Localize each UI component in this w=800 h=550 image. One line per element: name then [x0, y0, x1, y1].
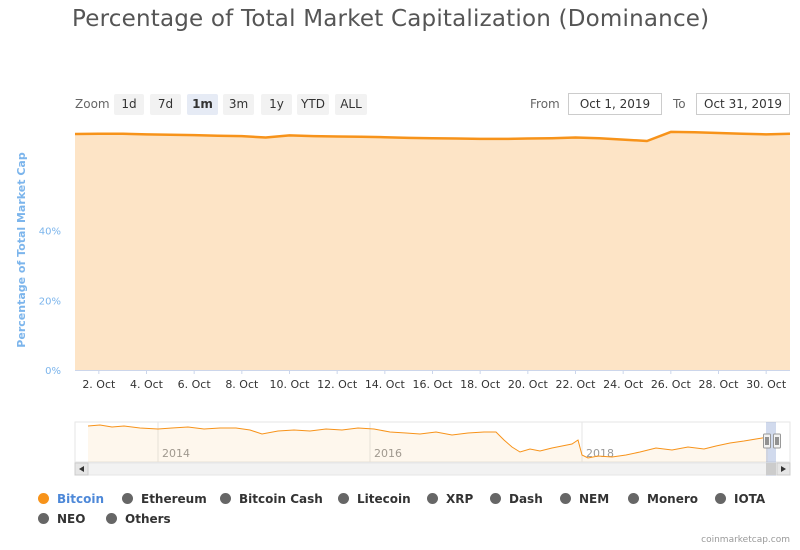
x-tick-label: 30. Oct — [746, 378, 787, 391]
x-tick-label: 28. Oct — [698, 378, 739, 391]
navigator-tick-label: 2016 — [374, 447, 402, 460]
legend-label: Bitcoin Cash — [239, 492, 323, 506]
navigator-handle-left[interactable] — [763, 433, 771, 449]
legend-marker-icon — [38, 513, 49, 524]
legend-item-ethereum[interactable]: Ethereum — [122, 491, 207, 507]
zoom-label: Zoom — [75, 97, 110, 111]
legend-item-others[interactable]: Others — [106, 511, 171, 527]
bitcoin-line — [74, 130, 791, 143]
y-axis-title: Percentage of Total Market Cap — [15, 152, 28, 348]
legend-marker-icon — [220, 493, 231, 504]
navigator-selection — [766, 422, 776, 476]
zoom-button-1y[interactable]: 1y — [261, 94, 292, 115]
x-tick-label: 18. Oct — [460, 378, 501, 391]
x-tick-label: 10. Oct — [269, 378, 310, 391]
to-label: To — [673, 97, 686, 111]
zoom-button-ytd[interactable]: YTD — [297, 94, 329, 115]
legend-label: Litecoin — [357, 492, 411, 506]
legend-marker-icon — [427, 493, 438, 504]
legend-marker-icon — [490, 493, 501, 504]
from-date-input[interactable] — [568, 93, 662, 115]
legend-item-litecoin[interactable]: Litecoin — [338, 491, 411, 507]
legend-item-bitcoin[interactable]: Bitcoin — [38, 491, 104, 507]
from-label: From — [530, 97, 560, 111]
legend-label: NEO — [57, 512, 86, 526]
to-date-input[interactable] — [696, 93, 790, 115]
navigator-line — [87, 424, 769, 459]
legend-label: XRP — [446, 492, 474, 506]
zoom-button-7d[interactable]: 7d — [150, 94, 181, 115]
legend-marker-icon — [715, 493, 726, 504]
dominance-chart: 0% 20% 40% Percentage of Total Market Cap 2.… — [15, 130, 791, 476]
y-tick-label: 20% — [39, 296, 61, 307]
x-tick-label: 22. Oct — [555, 378, 596, 391]
navigator-area — [88, 425, 768, 462]
navigator-handle-right[interactable] — [773, 433, 781, 449]
scroll-left-arrow-icon — [79, 466, 84, 472]
zoom-button-1d[interactable]: 1d — [114, 94, 144, 115]
x-tick-label: 16. Oct — [412, 378, 453, 391]
x-tick-label: 26. Oct — [651, 378, 692, 391]
legend-marker-icon — [338, 493, 349, 504]
chart-title: Percentage of Total Market Capitalizatio… — [72, 6, 710, 32]
legend-item-bitcoin-cash[interactable]: Bitcoin Cash — [220, 491, 323, 507]
x-tick-label: 20. Oct — [508, 378, 549, 391]
x-tick-label: 24. Oct — [603, 378, 644, 391]
x-tick-label: 12. Oct — [317, 378, 358, 391]
zoom-button-1m[interactable]: 1m — [187, 94, 218, 115]
legend-item-monero[interactable]: Monero — [628, 491, 698, 507]
x-tick-label: 6. Oct — [178, 378, 212, 391]
legend-item-iota[interactable]: IOTA — [715, 491, 765, 507]
legend-label: Bitcoin — [57, 492, 105, 506]
legend-marker-icon — [628, 493, 639, 504]
legend-marker-icon — [38, 493, 49, 504]
scroll-right-arrow-icon — [781, 466, 786, 472]
legend-label: Others — [125, 512, 171, 526]
x-tick-label: 8. Oct — [225, 378, 259, 391]
zoom-button-3m[interactable]: 3m — [223, 94, 254, 115]
bitcoin-area — [75, 131, 790, 370]
legend-label: Dash — [509, 492, 543, 506]
legend-label: Monero — [647, 492, 699, 506]
legend-marker-icon — [122, 493, 133, 504]
navigator-scrollbar[interactable] — [74, 462, 791, 476]
navigator-tick-label: 2014 — [162, 447, 190, 460]
y-tick-label: 0% — [45, 366, 61, 377]
legend-marker-icon — [106, 513, 117, 524]
x-tick-label: 14. Oct — [365, 378, 406, 391]
credit-link[interactable]: coinmarketcap.com — [701, 535, 790, 545]
x-tick-label: 2. Oct — [82, 378, 116, 391]
legend-item-dash[interactable]: Dash — [490, 491, 543, 507]
legend-label: Ethereum — [141, 492, 207, 506]
scrollbar-thumb[interactable] — [766, 463, 776, 475]
legend-item-neo[interactable]: NEO — [38, 511, 85, 527]
legend-item-xrp[interactable]: XRP — [427, 491, 473, 507]
legend-item-nem[interactable]: NEM — [560, 491, 609, 507]
x-tick-label: 4. Oct — [130, 378, 164, 391]
legend-label: NEM — [579, 492, 610, 506]
navigator-frame — [74, 421, 791, 463]
legend-label: IOTA — [734, 492, 766, 506]
zoom-button-all[interactable]: ALL — [335, 94, 367, 115]
y-tick-label: 40% — [39, 227, 61, 238]
legend-marker-icon — [560, 493, 571, 504]
